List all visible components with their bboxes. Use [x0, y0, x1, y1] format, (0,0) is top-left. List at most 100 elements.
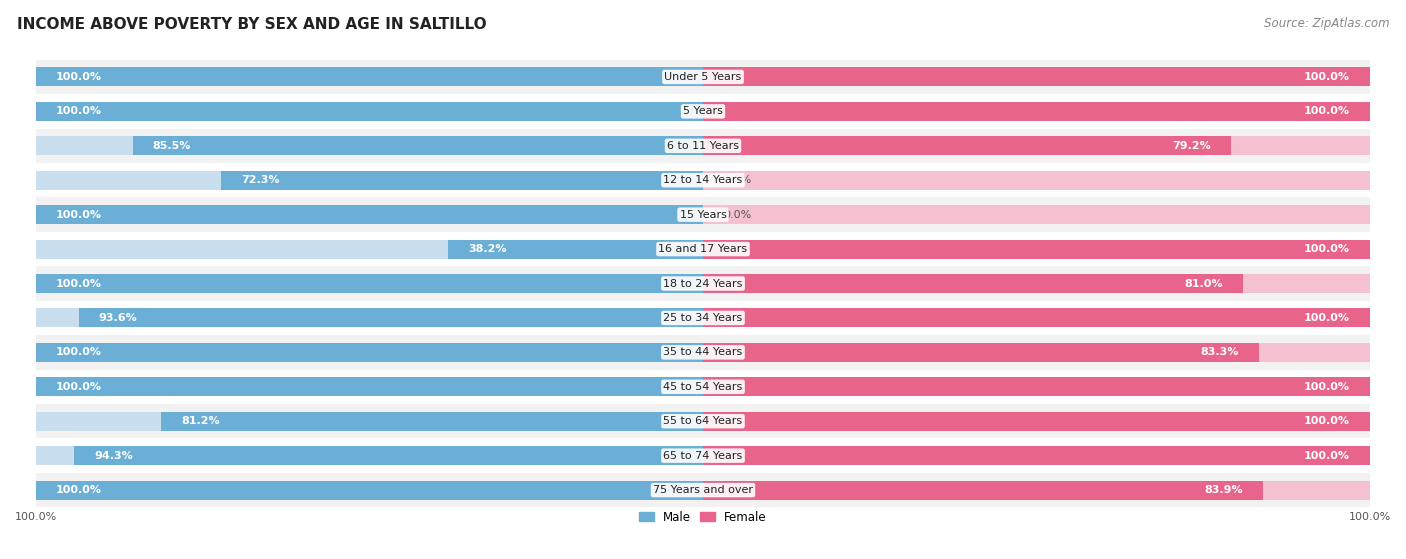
Bar [37, 412, 703, 430]
Text: 45 to 54 Years: 45 to 54 Years [664, 382, 742, 392]
Bar [37, 377, 703, 396]
Text: 81.2%: 81.2% [181, 416, 221, 426]
Text: 16 and 17 Years: 16 and 17 Years [658, 244, 748, 254]
Bar [703, 68, 1369, 87]
Bar [37, 102, 703, 121]
Bar [703, 481, 1263, 500]
Text: 100.0%: 100.0% [56, 72, 103, 82]
Text: 100.0%: 100.0% [1303, 382, 1350, 392]
Bar [703, 481, 1369, 500]
Bar [703, 446, 1369, 465]
Bar [37, 438, 1369, 473]
Bar [703, 68, 1369, 87]
Bar [37, 481, 703, 500]
Text: 0.0%: 0.0% [723, 210, 751, 220]
Bar [37, 369, 1369, 404]
Text: 5 Years: 5 Years [683, 106, 723, 116]
Bar [703, 102, 1369, 121]
Bar [703, 170, 1369, 190]
Bar [37, 102, 703, 121]
Text: 55 to 64 Years: 55 to 64 Years [664, 416, 742, 426]
Bar [703, 136, 1232, 155]
Text: 79.2%: 79.2% [1173, 141, 1211, 151]
Bar [37, 404, 1369, 438]
Bar [703, 240, 1369, 259]
Text: 72.3%: 72.3% [240, 175, 280, 185]
Bar [221, 170, 703, 190]
Text: 100.0%: 100.0% [56, 347, 103, 357]
Bar [37, 163, 1369, 197]
Text: 100.0%: 100.0% [1303, 313, 1350, 323]
Bar [703, 240, 1369, 259]
Text: 100.0%: 100.0% [56, 485, 103, 495]
Bar [79, 309, 703, 328]
Bar [703, 274, 1243, 293]
Text: 12 to 14 Years: 12 to 14 Years [664, 175, 742, 185]
Bar [703, 412, 1369, 430]
Text: 85.5%: 85.5% [153, 141, 191, 151]
Bar [703, 205, 1369, 224]
Bar [449, 240, 703, 259]
Bar [703, 274, 1369, 293]
Bar [37, 170, 703, 190]
Bar [37, 274, 703, 293]
Bar [37, 232, 1369, 266]
Text: 100.0%: 100.0% [56, 382, 103, 392]
Text: 75 Years and over: 75 Years and over [652, 485, 754, 495]
Text: 94.3%: 94.3% [94, 451, 134, 461]
Bar [132, 136, 703, 155]
Text: Under 5 Years: Under 5 Years [665, 72, 741, 82]
Text: 100.0%: 100.0% [1303, 72, 1350, 82]
Bar [703, 343, 1369, 362]
Text: Source: ZipAtlas.com: Source: ZipAtlas.com [1264, 17, 1389, 30]
Bar [703, 446, 1369, 465]
Bar [703, 309, 1369, 328]
Text: 100.0%: 100.0% [56, 278, 103, 288]
Bar [37, 205, 703, 224]
Bar [37, 446, 703, 465]
Text: 83.9%: 83.9% [1204, 485, 1243, 495]
Bar [37, 60, 1369, 94]
Bar [37, 136, 703, 155]
Text: 83.3%: 83.3% [1201, 347, 1239, 357]
Bar [37, 473, 1369, 508]
Bar [703, 102, 1369, 121]
Bar [37, 377, 703, 396]
Bar [37, 68, 703, 87]
Bar [37, 335, 1369, 369]
Bar [37, 309, 703, 328]
Text: 18 to 24 Years: 18 to 24 Years [664, 278, 742, 288]
Legend: Male, Female: Male, Female [634, 506, 772, 528]
Text: 100.0%: 100.0% [1303, 416, 1350, 426]
Bar [703, 412, 1369, 430]
Bar [37, 94, 1369, 129]
Bar [37, 205, 703, 224]
Bar [162, 412, 703, 430]
Text: 100.0%: 100.0% [56, 210, 103, 220]
Text: 93.6%: 93.6% [98, 313, 138, 323]
Text: 100.0%: 100.0% [1303, 451, 1350, 461]
Text: 25 to 34 Years: 25 to 34 Years [664, 313, 742, 323]
Bar [703, 136, 1369, 155]
Text: 100.0%: 100.0% [1303, 244, 1350, 254]
Bar [75, 446, 703, 465]
Text: 15 Years: 15 Years [679, 210, 727, 220]
Bar [703, 377, 1369, 396]
Text: 6 to 11 Years: 6 to 11 Years [666, 141, 740, 151]
Bar [37, 197, 1369, 232]
Bar [37, 266, 1369, 301]
Bar [37, 343, 703, 362]
Text: INCOME ABOVE POVERTY BY SEX AND AGE IN SALTILLO: INCOME ABOVE POVERTY BY SEX AND AGE IN S… [17, 17, 486, 32]
Bar [37, 68, 703, 87]
Text: 81.0%: 81.0% [1185, 278, 1223, 288]
Text: 65 to 74 Years: 65 to 74 Years [664, 451, 742, 461]
Text: 0.0%: 0.0% [723, 175, 751, 185]
Text: 100.0%: 100.0% [56, 106, 103, 116]
Bar [37, 129, 1369, 163]
Bar [703, 377, 1369, 396]
Bar [37, 301, 1369, 335]
Bar [37, 343, 703, 362]
Bar [37, 274, 703, 293]
Text: 35 to 44 Years: 35 to 44 Years [664, 347, 742, 357]
Text: 38.2%: 38.2% [468, 244, 506, 254]
